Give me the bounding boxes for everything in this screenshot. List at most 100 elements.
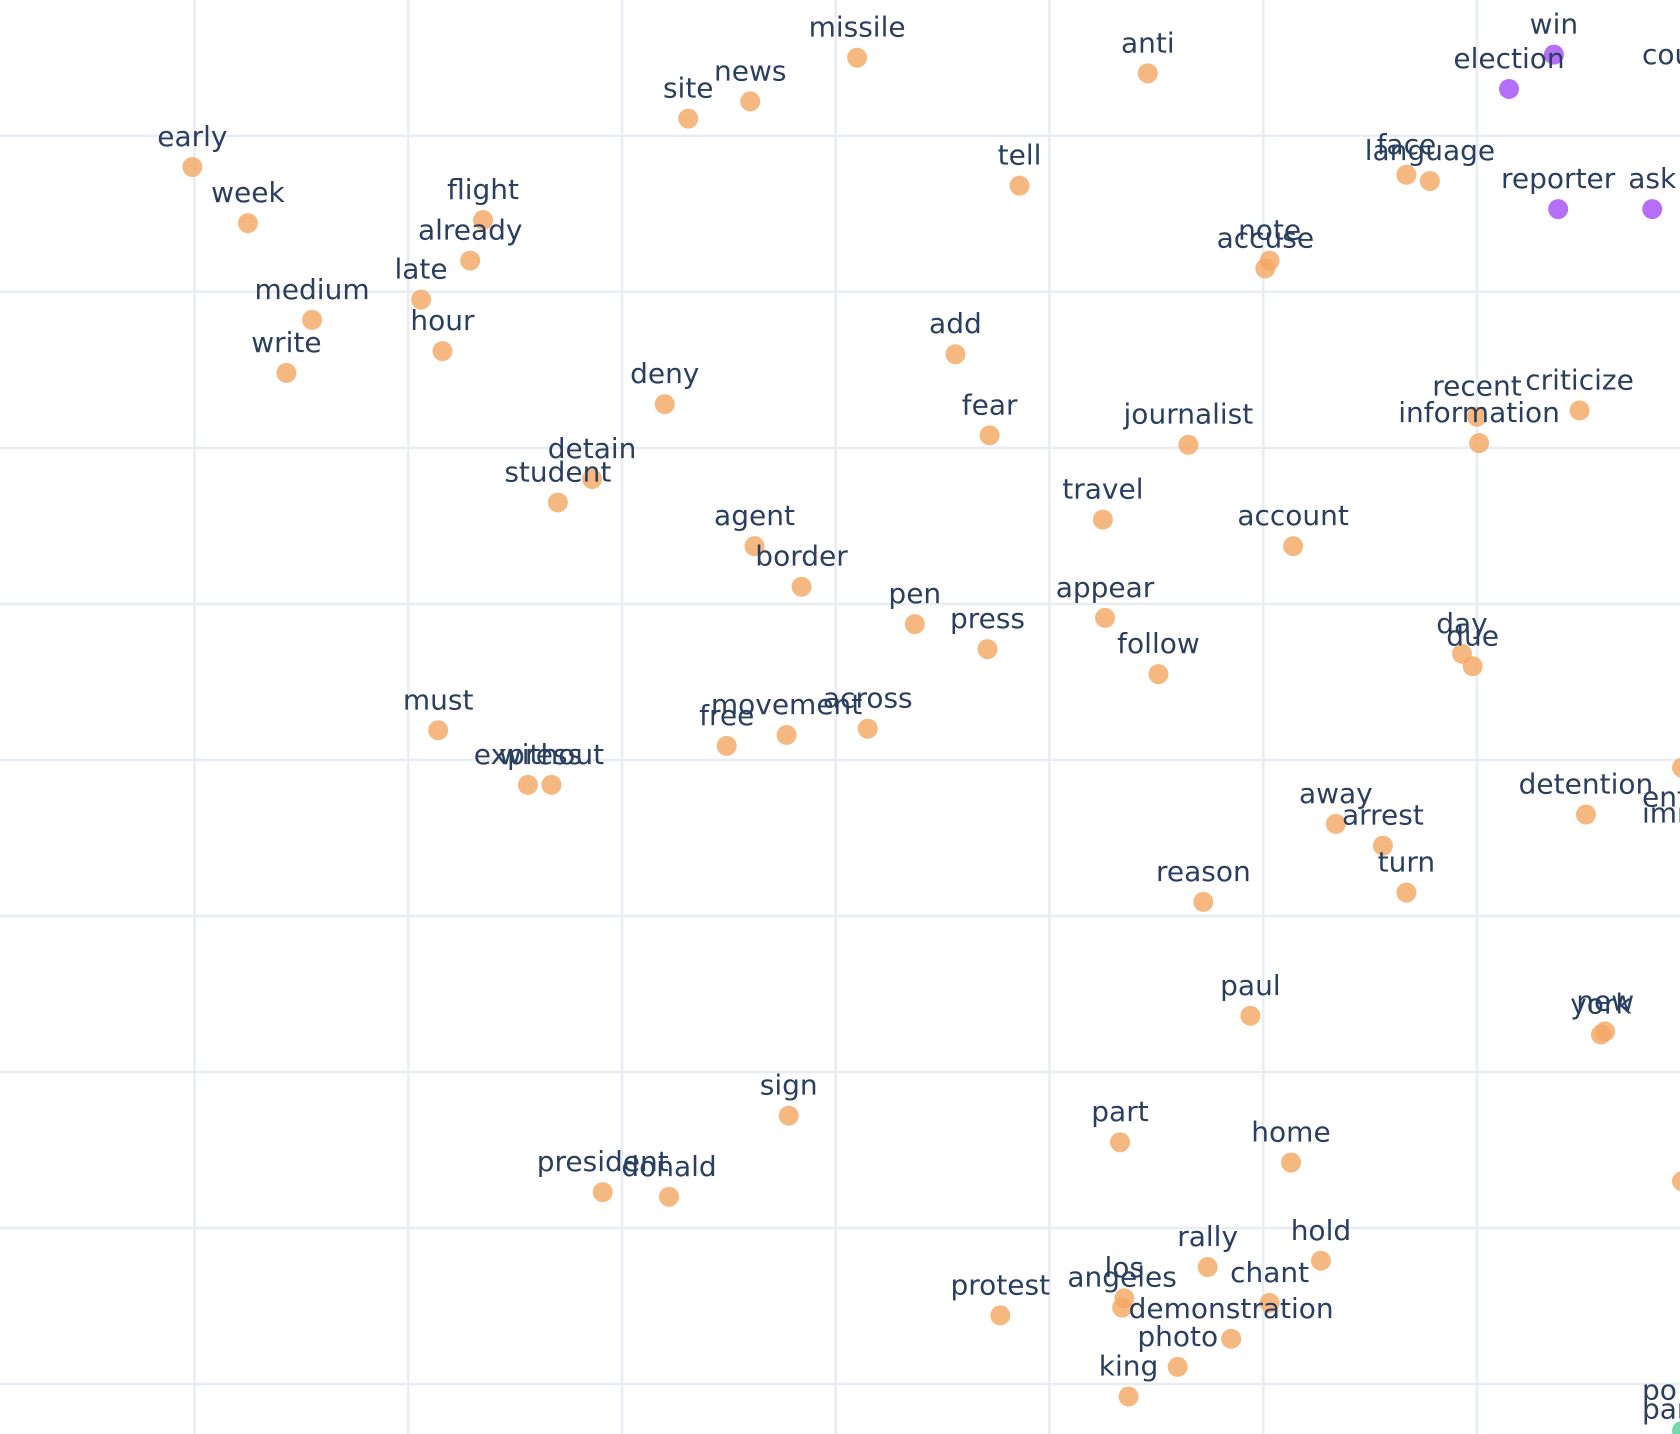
point-home[interactable] [1280,1152,1301,1173]
label-information: information [1398,396,1560,429]
label-president: president [537,1145,669,1178]
point-king[interactable] [1118,1386,1139,1407]
point-rally[interactable] [1197,1257,1218,1278]
point-detention[interactable] [1575,804,1596,825]
point-recent[interactable] [1466,406,1487,427]
label-across: across [823,682,913,715]
point-must[interactable] [428,720,449,741]
point-criticize[interactable] [1569,400,1590,421]
point-week[interactable] [237,213,258,234]
point-deny[interactable] [654,394,675,415]
point-accuse[interactable] [1255,258,1276,279]
point-due[interactable] [1462,656,1483,677]
point-express[interactable] [517,774,538,795]
label-medium: medium [255,273,370,306]
point-hour[interactable] [432,341,453,362]
point-across[interactable] [857,718,878,739]
point-win[interactable] [1543,44,1564,65]
label-reason: reason [1156,855,1251,888]
point-write[interactable] [276,362,297,383]
point-add[interactable] [945,344,966,365]
point-reporter[interactable] [1548,199,1569,220]
point-face[interactable] [1396,164,1417,185]
label-without: without [499,738,604,771]
point-travel[interactable] [1092,509,1113,530]
point-follow[interactable] [1148,664,1169,685]
label-border: border [755,540,848,573]
point-arrest[interactable] [1372,835,1393,856]
point-without[interactable] [541,774,562,795]
point-president[interactable] [592,1182,613,1203]
label-king: king [1099,1350,1159,1383]
label-missile: missile [809,11,906,44]
label-journalist: journalist [1123,398,1254,431]
label-deny: deny [630,357,699,390]
point-sign[interactable] [778,1105,799,1126]
point-photo[interactable] [1167,1356,1188,1377]
edge-point [1672,757,1680,778]
point-student[interactable] [547,492,568,513]
edge-label: immig [1642,796,1680,829]
point-angeles[interactable] [1112,1297,1133,1318]
label-paul: paul [1220,969,1280,1002]
point-part[interactable] [1110,1132,1130,1153]
label-travel: travel [1062,473,1143,506]
point-language[interactable] [1419,171,1440,192]
point-site[interactable] [678,108,699,129]
point-missile[interactable] [847,47,868,68]
point-chant[interactable] [1259,1292,1280,1313]
point-flight[interactable] [473,210,494,231]
label-student: student [504,455,611,488]
point-paul[interactable] [1240,1005,1261,1026]
label-new: new [1576,984,1634,1017]
label-ask: ask [1628,162,1677,195]
point-fear[interactable] [979,425,1000,446]
point-press[interactable] [977,639,998,660]
label-photo: photo [1137,1320,1218,1353]
point-already[interactable] [460,250,481,271]
point-news[interactable] [740,91,761,112]
point-york[interactable] [1590,1024,1611,1045]
label-early: early [157,120,227,153]
label-rally: rally [1177,1220,1238,1253]
point-free[interactable] [716,735,737,756]
point-away[interactable] [1325,813,1346,834]
point-protest[interactable] [990,1305,1011,1326]
edge-point [1672,1171,1680,1192]
label-election: election [1453,42,1564,75]
point-tell[interactable] [1009,175,1030,196]
point-movement[interactable] [776,724,797,745]
point-election[interactable] [1499,78,1520,99]
point-demonstration[interactable] [1221,1328,1242,1349]
label-angeles: angeles [1067,1261,1177,1294]
point-information[interactable] [1469,433,1490,454]
label-site: site [663,72,714,105]
point-late[interactable] [411,289,432,310]
point-journalist[interactable] [1178,434,1199,455]
point-agent[interactable] [744,536,765,557]
point-hold[interactable] [1310,1250,1331,1271]
point-appear[interactable] [1095,607,1116,628]
point-border[interactable] [791,576,812,597]
point-turn[interactable] [1396,882,1417,903]
point-reason[interactable] [1193,891,1214,912]
edge-point [1672,1421,1680,1434]
point-ask[interactable] [1642,199,1663,220]
edge-label: cou [1642,38,1680,71]
point-detain[interactable] [582,469,603,490]
point-account[interactable] [1283,536,1304,557]
label-late: late [394,253,447,286]
label-already: already [418,214,523,247]
point-medium[interactable] [302,309,323,330]
label-los: los [1105,1251,1145,1284]
label-express: express [474,738,582,771]
point-donald[interactable] [659,1186,680,1207]
label-add: add [929,307,982,340]
point-anti[interactable] [1137,63,1158,84]
label-demonstration: demonstration [1129,1292,1334,1325]
label-reporter: reporter [1501,162,1616,195]
point-early[interactable] [182,156,203,177]
point-pen[interactable] [904,614,925,635]
